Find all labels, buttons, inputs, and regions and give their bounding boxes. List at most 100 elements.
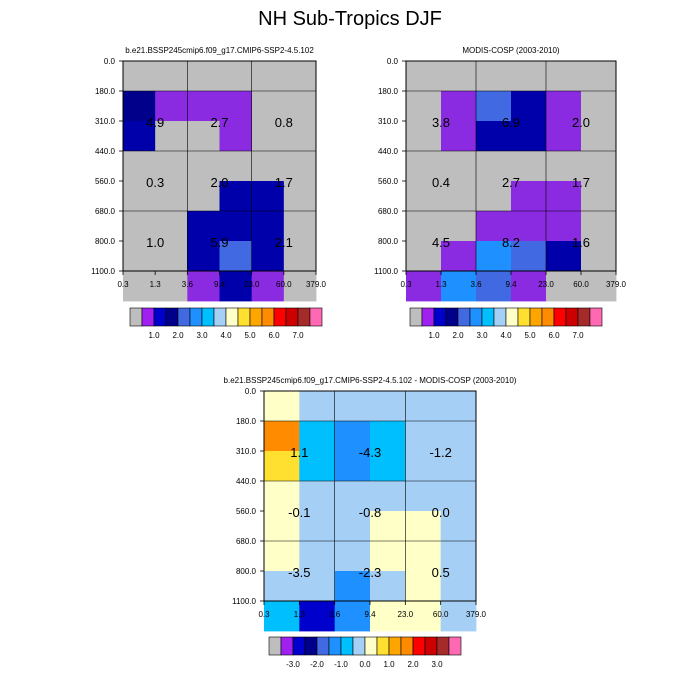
- colorbar-label: 2.0: [407, 660, 419, 669]
- heatmap-cell: [511, 91, 547, 122]
- y-tick-label: 0.0: [104, 57, 116, 66]
- cell-value-label: -3.5: [288, 565, 310, 580]
- heatmap-cell: [476, 211, 512, 242]
- colorbar-label: 1.0: [148, 331, 160, 340]
- heatmap-cell: [440, 571, 477, 602]
- colorbar-label: -2.0: [310, 660, 324, 669]
- heatmap-cell: [187, 61, 220, 92]
- colorbar-swatch: [433, 307, 447, 327]
- x-tick-label: 1.3: [294, 610, 306, 619]
- colorbar-swatch: [400, 636, 414, 656]
- heatmap-cell: [123, 151, 156, 182]
- x-tick-label: 23.0: [538, 280, 554, 289]
- heatmap-cell: [283, 241, 317, 272]
- heatmap-cell: [405, 601, 442, 632]
- chart-title: NH Sub-Tropics DJF: [258, 8, 442, 30]
- x-tick-label: 0.3: [400, 280, 412, 289]
- y-tick-label: 800.0: [236, 567, 257, 576]
- y-tick-label: 180.0: [378, 87, 399, 96]
- cell-value-label: 1.7: [572, 175, 590, 190]
- colorbar-swatch: [577, 307, 591, 327]
- heatmap-cell: [581, 181, 617, 212]
- colorbar-swatch: [268, 636, 282, 656]
- heatmap-cell: [546, 181, 582, 212]
- heatmap-cell: [155, 121, 188, 152]
- heatmap-cell: [299, 391, 336, 422]
- heatmap-cell: [264, 601, 300, 632]
- colorbar-label: 6.0: [268, 331, 280, 340]
- colorbar-label: 4.0: [500, 331, 512, 340]
- heatmap-cell: [441, 91, 477, 122]
- heatmap-cell: [251, 241, 285, 272]
- cell-value-label: 8.2: [502, 235, 520, 250]
- y-tick-label: 680.0: [236, 537, 257, 546]
- x-tick-label: 1.3: [150, 280, 162, 289]
- heatmap-cell: [123, 271, 156, 302]
- colorbar-label: 7.0: [572, 331, 584, 340]
- heatmap-cell: [370, 571, 406, 602]
- heatmap-cell: [219, 271, 253, 302]
- heatmap-cell: [546, 151, 582, 182]
- heatmap-cell: [406, 211, 442, 242]
- heatmap-cell: [440, 481, 477, 512]
- heatmap-cell: [405, 511, 442, 542]
- heatmap-cell: [440, 601, 477, 632]
- y-tick-label: 0.0: [387, 57, 399, 66]
- colorbar-swatch: [141, 307, 155, 327]
- colorbar-swatch: [213, 307, 227, 327]
- x-tick-label: 379.0: [606, 280, 627, 289]
- heatmap-cell: [334, 481, 371, 512]
- heatmap-cell: [299, 421, 336, 452]
- colorbar-label: -1.0: [334, 660, 348, 669]
- heatmap-cell: [251, 181, 285, 212]
- heatmap-cell: [405, 421, 442, 452]
- heatmap-cell: [264, 451, 300, 482]
- colorbar-swatch: [388, 636, 402, 656]
- colorbar-swatch: [505, 307, 519, 327]
- heatmap-cell: [441, 121, 477, 152]
- y-tick-label: 800.0: [95, 237, 116, 246]
- cell-value-label: -0.8: [359, 505, 381, 520]
- heatmap-cell: [406, 121, 442, 152]
- heatmap-cell: [406, 61, 442, 92]
- heatmap-cell: [581, 271, 617, 302]
- colorbar-label: 5.0: [524, 331, 536, 340]
- colorbar-swatch: [364, 636, 378, 656]
- heatmap-cell: [283, 61, 317, 92]
- cell-value-label: 0.0: [432, 505, 450, 520]
- heatmap-cell: [441, 151, 477, 182]
- y-tick-label: 560.0: [95, 177, 116, 186]
- colorbar-swatch: [352, 636, 366, 656]
- heatmap-cell: [155, 181, 188, 212]
- heatmap-cell: [299, 601, 336, 632]
- y-tick-label: 680.0: [378, 207, 399, 216]
- panel-title: MODIS-COSP (2003-2010): [462, 46, 560, 55]
- cell-value-label: -4.3: [359, 445, 381, 460]
- heatmap-cell: [441, 241, 477, 272]
- heatmap-cell: [219, 211, 253, 242]
- heatmap-cell: [476, 271, 512, 302]
- heatmap-cell: [440, 421, 477, 452]
- colorbar-label: -3.0: [286, 660, 300, 669]
- colorbar-swatch: [481, 307, 495, 327]
- heatmap-cell: [581, 211, 617, 242]
- heatmap-cell: [546, 61, 582, 92]
- heatmap-cell: [334, 511, 371, 542]
- panel-title: b.e21.BSSP245cmip6.f09_g17.CMIP6-SSP2-4.…: [224, 376, 517, 385]
- heatmap-cell: [476, 151, 512, 182]
- cell-value-label: 1.6: [572, 235, 590, 250]
- x-tick-label: 379.0: [466, 610, 487, 619]
- heatmap-cell: [581, 151, 617, 182]
- y-tick-label: 0.0: [245, 387, 257, 396]
- colorbar-swatch: [409, 307, 423, 327]
- colorbar-swatch: [436, 636, 450, 656]
- colorbar-swatch: [457, 307, 471, 327]
- heatmap-cell: [187, 241, 220, 272]
- heatmap-cell: [299, 571, 336, 602]
- x-tick-label: 9.4: [505, 280, 517, 289]
- heatmap-cell: [155, 61, 188, 92]
- colorbar-swatch: [517, 307, 531, 327]
- heatmap-cell: [123, 181, 156, 212]
- cell-value-label: 1.7: [275, 175, 293, 190]
- heatmap-cell: [283, 181, 317, 212]
